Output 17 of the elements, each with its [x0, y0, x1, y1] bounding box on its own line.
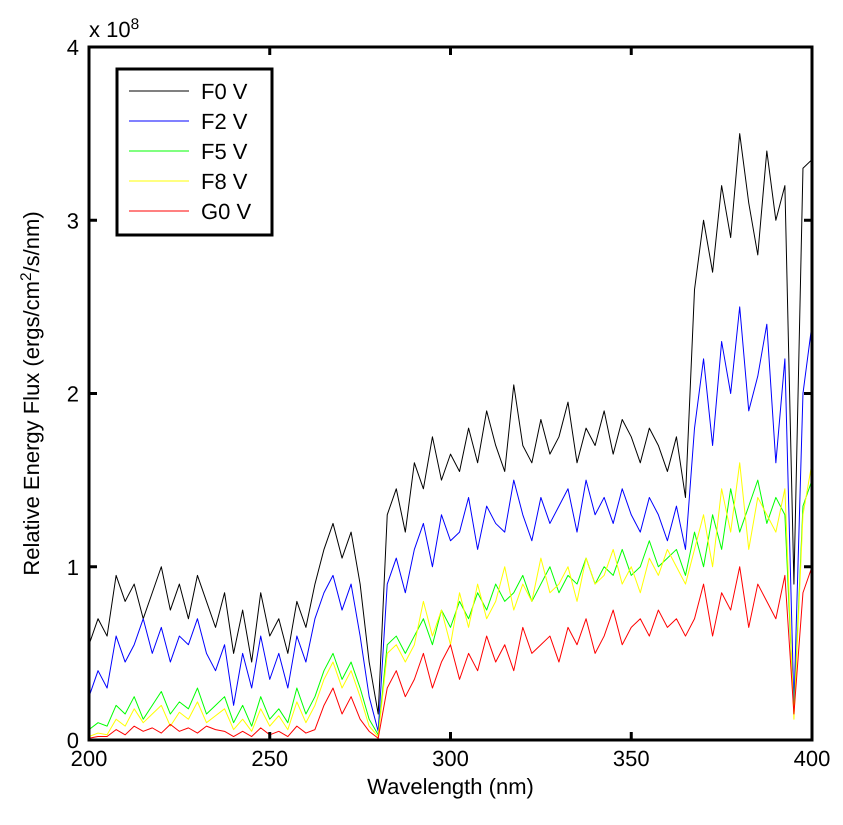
- x-tick-label: 300: [432, 746, 469, 771]
- y-tick-label: 2: [66, 382, 79, 406]
- legend-label: G0 V: [201, 199, 252, 224]
- x-tick-label: 250: [251, 746, 288, 771]
- legend-label: F8 V: [201, 169, 248, 194]
- y-tick-label: 4: [66, 35, 79, 60]
- y-tick-label: 3: [66, 208, 79, 234]
- x-axis-title: Wavelength (nm): [367, 774, 534, 799]
- x-tick-label: 350: [612, 746, 650, 771]
- y-tick-label: 1: [66, 554, 79, 580]
- x-tick-label: 400: [794, 746, 830, 771]
- legend-label: F0 V: [201, 79, 248, 104]
- legend-label: F5 V: [201, 139, 248, 164]
- line-series: [89, 566, 812, 739]
- line-series: [89, 306, 812, 732]
- legend-label: F2 V: [201, 109, 248, 134]
- text: x 10$^{8}$: [89, 16, 140, 42]
